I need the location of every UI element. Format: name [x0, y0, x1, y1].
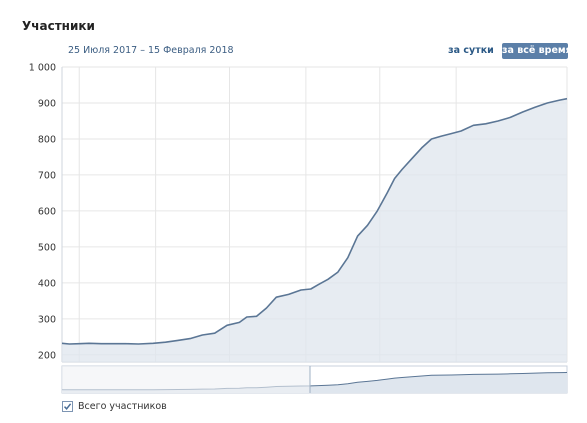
- series-line: [61, 97, 568, 345]
- y-tick-label: 1 000: [29, 63, 56, 74]
- series-label: Всего участников: [78, 401, 167, 412]
- navigator-unselected: [62, 366, 310, 393]
- per-day-button[interactable]: за сутки: [448, 45, 494, 56]
- series-checkbox[interactable]: [62, 401, 73, 412]
- range-navigator[interactable]: [61, 365, 568, 394]
- navigator-area: [62, 372, 567, 393]
- page-title: Участники: [22, 19, 95, 33]
- y-tick-label: 500: [38, 242, 56, 253]
- y-tick-label: 700: [38, 170, 56, 181]
- date-range[interactable]: 25 Июля 2017 – 15 Февраля 2018: [68, 45, 234, 56]
- area-layer: [61, 97, 568, 362]
- series-area: [62, 98, 567, 362]
- y-tick-label: 300: [38, 314, 56, 325]
- y-axis-ticks: 1 000 900 800 700 600 500 400 300 200: [29, 63, 56, 362]
- y-tick-label: 900: [38, 98, 56, 109]
- y-tick-label: 400: [38, 278, 56, 289]
- y-tick-label: 600: [38, 206, 56, 217]
- check-icon: [63, 403, 72, 410]
- y-tick-label: 200: [38, 350, 56, 361]
- all-time-button[interactable]: за всё время: [502, 43, 572, 59]
- y-tick-label: 800: [38, 134, 56, 145]
